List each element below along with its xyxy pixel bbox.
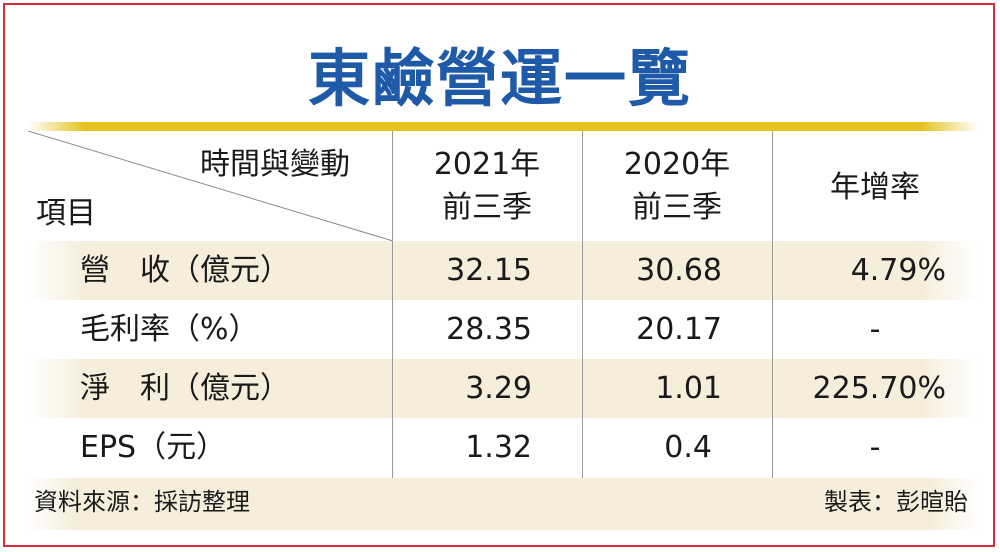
- cell-eps-2021: 1.32: [465, 430, 532, 465]
- cell-eps-growth: -: [869, 430, 881, 465]
- cell-net-profit-growth: 225.70%: [812, 371, 946, 406]
- column-divider-3: [772, 131, 773, 478]
- footer-band: [28, 478, 978, 530]
- title-divider: [28, 122, 978, 131]
- cell-revenue-growth: 4.79%: [850, 253, 946, 288]
- row-label-gross-margin: 毛利率（%）: [80, 312, 259, 347]
- cell-net-profit-2020: 1.01: [655, 371, 722, 406]
- cell-revenue-2021: 32.15: [446, 253, 532, 288]
- footer-maker: 製表：彭暄貽: [824, 488, 968, 516]
- row-label-eps: EPS（元）: [80, 430, 227, 465]
- header-2020-year: 2020年: [623, 147, 731, 182]
- cell-revenue-2020: 30.68: [636, 253, 722, 288]
- column-divider-2: [582, 131, 583, 478]
- header-2021-period: 前三季: [442, 190, 532, 225]
- column-divider-1: [392, 131, 393, 478]
- page-title: 東鹼營運一覽: [307, 42, 692, 115]
- header-corner-time: 時間與變動: [200, 147, 350, 182]
- header-growth: 年增率: [830, 170, 920, 205]
- row-label-net-profit: 淨 利（億元）: [80, 371, 290, 406]
- cell-eps-2020: 0.4: [664, 430, 712, 465]
- row-band-net-profit: [28, 359, 978, 418]
- header-diagonal-line: [28, 131, 393, 242]
- cell-gross-margin-2020: 20.17: [636, 312, 722, 347]
- footer-source: 資料來源：採訪整理: [34, 488, 250, 516]
- header-2020-period: 前三季: [632, 190, 722, 225]
- cell-net-profit-2021: 3.29: [465, 371, 532, 406]
- cell-gross-margin-growth: -: [869, 312, 881, 347]
- row-label-revenue: 營 收（億元）: [80, 253, 290, 288]
- header-corner-item: 項目: [36, 196, 96, 231]
- row-band-revenue: [28, 241, 978, 300]
- header-2021-year: 2021年: [433, 147, 541, 182]
- cell-gross-margin-2021: 28.35: [446, 312, 532, 347]
